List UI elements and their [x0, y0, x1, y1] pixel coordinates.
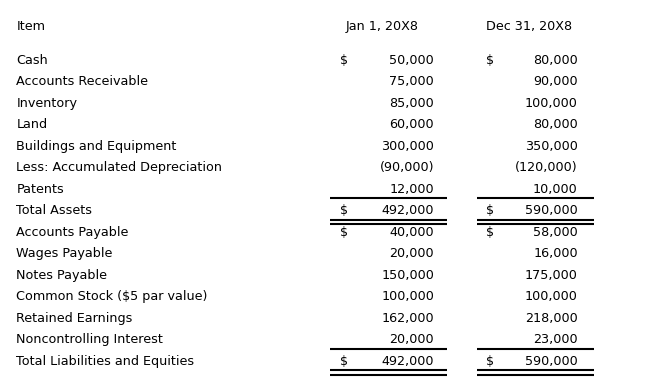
Text: 100,000: 100,000 — [382, 290, 434, 303]
Text: $: $ — [340, 355, 348, 367]
Text: Common Stock ($5 par value): Common Stock ($5 par value) — [17, 290, 208, 303]
Text: $: $ — [486, 355, 494, 367]
Text: 16,000: 16,000 — [533, 247, 577, 260]
Text: Land: Land — [17, 118, 47, 131]
Text: 100,000: 100,000 — [525, 290, 577, 303]
Text: $: $ — [486, 54, 494, 67]
Text: (120,000): (120,000) — [515, 161, 577, 174]
Text: Notes Payable: Notes Payable — [17, 269, 107, 282]
Text: 75,000: 75,000 — [390, 75, 434, 88]
Text: 20,000: 20,000 — [390, 247, 434, 260]
Text: Less: Accumulated Depreciation: Less: Accumulated Depreciation — [17, 161, 222, 174]
Text: 175,000: 175,000 — [525, 269, 577, 282]
Text: Item: Item — [17, 20, 45, 33]
Text: 40,000: 40,000 — [390, 226, 434, 239]
Text: $: $ — [486, 226, 494, 239]
Text: 80,000: 80,000 — [533, 118, 577, 131]
Text: Retained Earnings: Retained Earnings — [17, 311, 133, 325]
Text: 218,000: 218,000 — [525, 311, 577, 325]
Text: 162,000: 162,000 — [382, 311, 434, 325]
Text: 58,000: 58,000 — [533, 226, 577, 239]
Text: 300,000: 300,000 — [382, 140, 434, 153]
Text: 350,000: 350,000 — [525, 140, 577, 153]
Text: 80,000: 80,000 — [533, 54, 577, 67]
Text: Wages Payable: Wages Payable — [17, 247, 113, 260]
Text: Accounts Receivable: Accounts Receivable — [17, 75, 149, 88]
Text: Inventory: Inventory — [17, 97, 77, 110]
Text: 590,000: 590,000 — [525, 355, 577, 367]
Text: Total Assets: Total Assets — [17, 204, 93, 217]
Text: 100,000: 100,000 — [525, 97, 577, 110]
Text: 85,000: 85,000 — [390, 97, 434, 110]
Text: Noncontrolling Interest: Noncontrolling Interest — [17, 333, 163, 346]
Text: Total Liabilities and Equities: Total Liabilities and Equities — [17, 355, 194, 367]
Text: $: $ — [340, 226, 348, 239]
Text: Cash: Cash — [17, 54, 48, 67]
Text: (90,000): (90,000) — [380, 161, 434, 174]
Text: Dec 31, 20X8: Dec 31, 20X8 — [486, 20, 572, 33]
Text: 60,000: 60,000 — [390, 118, 434, 131]
Text: 20,000: 20,000 — [390, 333, 434, 346]
Text: $: $ — [486, 204, 494, 217]
Text: Patents: Patents — [17, 183, 64, 196]
Text: 12,000: 12,000 — [390, 183, 434, 196]
Text: Accounts Payable: Accounts Payable — [17, 226, 129, 239]
Text: Buildings and Equipment: Buildings and Equipment — [17, 140, 177, 153]
Text: Jan 1, 20X8: Jan 1, 20X8 — [346, 20, 418, 33]
Text: 150,000: 150,000 — [382, 269, 434, 282]
Text: 492,000: 492,000 — [382, 204, 434, 217]
Text: $: $ — [340, 204, 348, 217]
Text: 50,000: 50,000 — [390, 54, 434, 67]
Text: 23,000: 23,000 — [533, 333, 577, 346]
Text: 492,000: 492,000 — [382, 355, 434, 367]
Text: 590,000: 590,000 — [525, 204, 577, 217]
Text: 90,000: 90,000 — [533, 75, 577, 88]
Text: 10,000: 10,000 — [533, 183, 577, 196]
Text: $: $ — [340, 54, 348, 67]
